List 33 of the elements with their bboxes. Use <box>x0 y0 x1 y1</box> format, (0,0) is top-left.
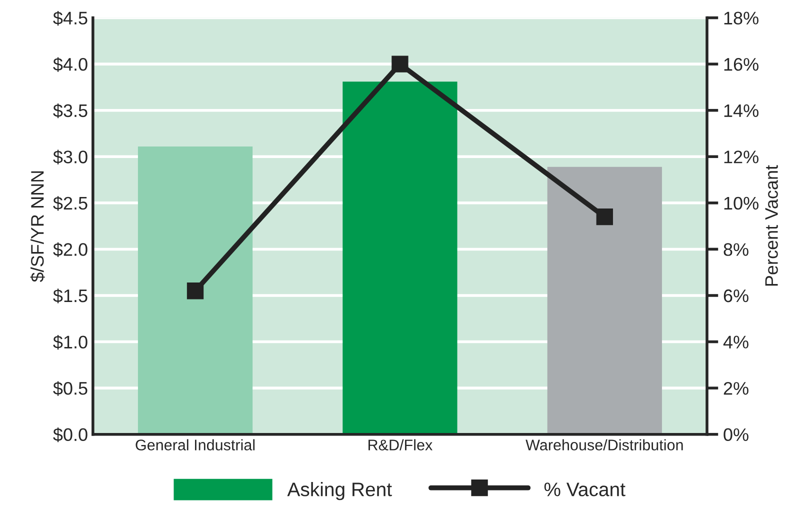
y-tick-label: $0.5 <box>53 381 88 396</box>
y-tick-label: $0.0 <box>53 428 88 442</box>
bar <box>138 146 253 434</box>
bar <box>547 166 662 434</box>
y2-tick-label: 2% <box>724 382 748 395</box>
y2-tick-label: 8% <box>724 243 748 256</box>
y-tick-label: $3.0 <box>53 150 88 164</box>
point <box>186 282 204 300</box>
y2-tick-label: 4% <box>723 336 748 348</box>
x-tick-label: R&D/Flex <box>368 439 432 450</box>
bar <box>342 82 458 434</box>
y2-tick-label: 10% <box>724 196 758 210</box>
y-tick-label: $2.5 <box>53 196 88 211</box>
x-tick-label: General Industrial <box>136 439 255 450</box>
y-axis-title: $/SF/YR NNN <box>30 171 45 282</box>
y-tick-label: $1.5 <box>53 288 88 304</box>
y-tick-label: $4.5 <box>53 10 88 26</box>
y-tick-label: $4.0 <box>53 57 88 72</box>
point <box>596 208 613 226</box>
legend-label: % Vacant <box>544 482 626 496</box>
y2-tick-label: 18% <box>724 12 758 24</box>
point <box>392 56 408 72</box>
y2-tick-label: 12% <box>724 150 758 164</box>
y2-tick-label: 14% <box>724 104 758 117</box>
y2-axis-title: Percent Vacant <box>765 165 778 286</box>
y-tick-label: $3.5 <box>53 104 88 118</box>
legend-label: Asking Rent <box>287 482 392 500</box>
y2-tick-label: 0% <box>724 428 748 442</box>
y-tick-label: $1.0 <box>53 334 88 350</box>
x-tick-label: Warehouse/Distribution <box>526 439 683 450</box>
y-tick-label: $2.0 <box>53 242 88 257</box>
y2-tick-label: 16% <box>724 58 758 71</box>
y2-tick-label: 6% <box>724 289 748 302</box>
